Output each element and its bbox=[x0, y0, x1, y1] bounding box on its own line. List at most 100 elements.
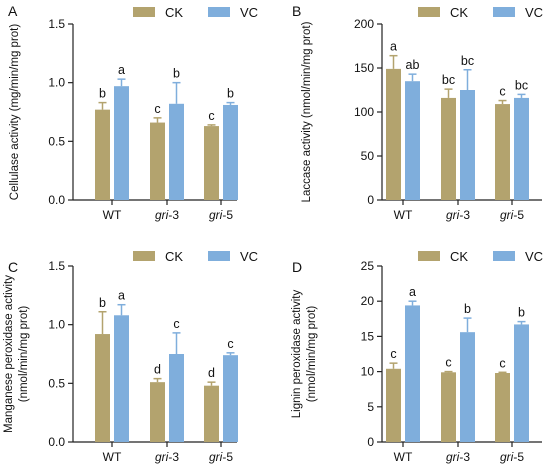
bar-ck bbox=[95, 334, 110, 442]
bar-ck bbox=[495, 373, 510, 442]
legend-label-vc: VC bbox=[525, 249, 543, 264]
legend-swatch-ck bbox=[418, 7, 440, 17]
y-axis-label: (nmol/min/mg prot) bbox=[18, 306, 30, 403]
significance-letter: b bbox=[227, 87, 234, 101]
significance-letter: b bbox=[464, 302, 471, 316]
bar-ck bbox=[495, 104, 510, 200]
significance-letter: d bbox=[154, 363, 161, 377]
bar-vc bbox=[514, 97, 529, 200]
y-axis-label: (nmol/min/mg prot) bbox=[306, 306, 318, 403]
x-tick-label: gri-5 bbox=[500, 450, 524, 464]
significance-letter: bc bbox=[515, 78, 528, 92]
y-tick-label: 20 bbox=[361, 294, 375, 308]
significance-letter: c bbox=[154, 102, 160, 116]
legend-swatch-ck bbox=[133, 7, 155, 17]
legend-label-ck: CK bbox=[165, 249, 183, 264]
bar-vc bbox=[405, 81, 420, 200]
x-tick-label: gri-3 bbox=[446, 450, 470, 464]
significance-letter: c bbox=[499, 356, 505, 370]
y-tick-label: 0.5 bbox=[48, 134, 65, 148]
significance-letter: a bbox=[118, 289, 125, 303]
bar-ck bbox=[441, 372, 456, 442]
chart-panel-b: B CK VC 0 50 100 150 200 Laccase activity (nmol/… bbox=[292, 3, 543, 222]
legend-label-vc: VC bbox=[525, 5, 543, 20]
bar-ck bbox=[441, 97, 456, 200]
bar-ck bbox=[150, 122, 165, 200]
significance-letter: a bbox=[409, 285, 416, 299]
panel-label: A bbox=[8, 3, 18, 19]
y-tick-label: 0.5 bbox=[48, 376, 65, 390]
legend-swatch-vc bbox=[208, 7, 230, 17]
bar-vc bbox=[460, 90, 475, 200]
y-tick-label: 0.0 bbox=[48, 435, 65, 449]
bar-vc bbox=[514, 324, 529, 442]
significance-letter: c bbox=[227, 337, 233, 351]
legend-label-ck: CK bbox=[450, 249, 468, 264]
bar-ck bbox=[95, 109, 110, 200]
x-tick-label: WT bbox=[394, 450, 413, 464]
bar-vc bbox=[460, 332, 475, 442]
chart-panel-a: A CK VC 0.0 0.5 1.0 1.5 Cellulase activity (mg/… bbox=[8, 3, 258, 222]
bar-ck bbox=[204, 385, 219, 442]
significance-letter: c bbox=[208, 109, 214, 123]
legend-label-ck: CK bbox=[450, 5, 468, 20]
significance-letter: b bbox=[99, 87, 106, 101]
significance-letter: bc bbox=[442, 73, 455, 87]
legend-label-vc: VC bbox=[240, 249, 258, 264]
bar-vc bbox=[114, 86, 129, 200]
x-tick-label: WT bbox=[103, 450, 122, 464]
y-tick-label: 0.0 bbox=[48, 193, 65, 207]
significance-letter: c bbox=[445, 356, 451, 370]
bar-ck bbox=[386, 68, 401, 200]
panel-label: B bbox=[292, 3, 301, 19]
legend-swatch-vc bbox=[493, 251, 515, 261]
legend-swatch-ck bbox=[418, 251, 440, 261]
x-tick-label: gri-3 bbox=[446, 208, 470, 222]
x-tick-label: gri-5 bbox=[209, 450, 233, 464]
x-tick-label: WT bbox=[103, 208, 122, 222]
significance-letter: d bbox=[208, 366, 215, 380]
x-tick-label: gri-5 bbox=[500, 208, 524, 222]
x-tick-label: gri-3 bbox=[155, 450, 179, 464]
significance-letter: a bbox=[118, 63, 125, 77]
significance-letter: c bbox=[499, 85, 505, 99]
y-tick-label: 0 bbox=[367, 435, 374, 449]
significance-letter: c bbox=[173, 317, 179, 331]
significance-letter: bc bbox=[461, 54, 474, 68]
y-tick-label: 15 bbox=[361, 329, 375, 343]
bar-ck bbox=[150, 382, 165, 442]
x-tick-label: WT bbox=[394, 208, 413, 222]
significance-letter: b bbox=[99, 296, 106, 310]
bar-vc bbox=[223, 355, 238, 442]
bar-ck bbox=[204, 126, 219, 200]
panel-label: D bbox=[292, 259, 302, 275]
y-axis-label: Manganese peroxidase activity bbox=[3, 275, 15, 433]
significance-letter: a bbox=[390, 40, 397, 54]
x-tick-label: gri-5 bbox=[209, 208, 233, 222]
bar-ck bbox=[386, 368, 401, 442]
y-tick-label: 200 bbox=[354, 17, 374, 31]
chart-panel-d: D CK VC 0 5 10 15 20 25 Lignin peroxidase activit… bbox=[291, 249, 543, 464]
legend-label-vc: VC bbox=[240, 5, 258, 20]
y-tick-label: 10 bbox=[361, 365, 375, 379]
significance-letter: b bbox=[518, 306, 525, 320]
legend-swatch-ck bbox=[133, 251, 155, 261]
bar-vc bbox=[169, 354, 184, 442]
y-tick-label: 1.5 bbox=[48, 259, 65, 273]
y-tick-label: 5 bbox=[367, 400, 374, 414]
y-tick-label: 1.0 bbox=[48, 76, 65, 90]
y-tick-label: 25 bbox=[361, 259, 375, 273]
legend-label-ck: CK bbox=[165, 5, 183, 20]
bar-vc bbox=[169, 103, 184, 200]
significance-letter: b bbox=[173, 67, 180, 81]
bar-vc bbox=[223, 104, 238, 200]
chart-panel-c: C CK VC 0.0 0.5 1.0 1.5 Manganese peroxidase ac… bbox=[3, 249, 258, 464]
y-tick-label: 0 bbox=[367, 193, 374, 207]
bar-vc bbox=[405, 305, 420, 442]
y-tick-label: 1.5 bbox=[48, 17, 65, 31]
y-tick-label: 150 bbox=[354, 61, 374, 75]
significance-letter: ab bbox=[406, 58, 420, 72]
y-axis-label: Cellulase activity (mg/min/mg prot) bbox=[9, 24, 21, 201]
panel-label: C bbox=[8, 259, 18, 275]
